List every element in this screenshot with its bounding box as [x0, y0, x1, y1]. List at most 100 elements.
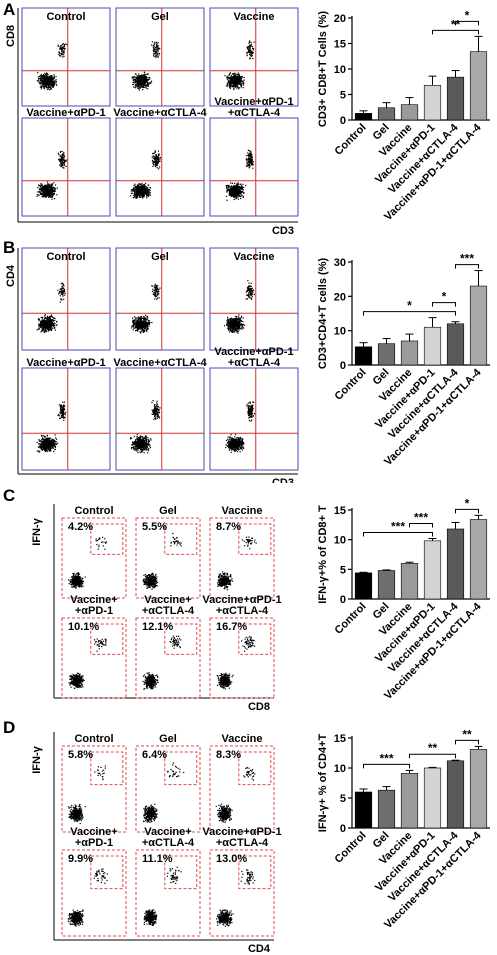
event-dot: [40, 325, 42, 327]
event-dot: [59, 292, 61, 294]
event-dot: [235, 320, 237, 322]
event-dot: [47, 193, 49, 195]
event-dot: [241, 186, 244, 189]
event-dot: [51, 82, 53, 84]
event-dot: [246, 47, 248, 49]
event-dot: [246, 55, 248, 57]
event-dot: [226, 188, 228, 190]
event-dot: [139, 319, 141, 321]
event-dot: [237, 78, 239, 80]
event-dot: [152, 165, 154, 167]
event-dot: [243, 79, 245, 81]
event-dot: [152, 288, 154, 290]
event-dot: [235, 184, 237, 186]
event-dot: [62, 291, 64, 293]
event-dot: [39, 440, 41, 442]
event-dot: [246, 159, 248, 162]
event-dot: [223, 325, 226, 327]
event-dot: [40, 183, 42, 185]
event-dot: [46, 185, 49, 187]
event-dot: [230, 190, 232, 192]
event-dot: [146, 315, 148, 318]
event-dot: [48, 82, 50, 84]
event-dot: [52, 320, 54, 322]
event-dot: [48, 322, 50, 324]
event-dot: [44, 195, 46, 197]
sample-title: Vaccine: [234, 251, 275, 263]
event-dot: [56, 320, 58, 323]
event-dot: [132, 320, 134, 322]
event-dot: [144, 314, 147, 316]
event-dot: [41, 196, 43, 198]
event-dot: [240, 186, 242, 188]
event-dot: [231, 186, 233, 188]
event-dot: [52, 442, 54, 444]
event-dot: [50, 439, 52, 442]
event-dot: [44, 442, 46, 444]
event-dot: [144, 76, 146, 79]
event-dot: [44, 190, 47, 192]
event-dot: [42, 80, 44, 83]
event-dot: [66, 43, 68, 46]
event-dot: [38, 77, 40, 79]
event-dot: [157, 164, 159, 166]
event-dot: [226, 199, 228, 201]
event-dot: [248, 51, 250, 53]
event-dot: [147, 327, 149, 329]
event-dot: [240, 195, 242, 198]
event-dot: [62, 42, 64, 45]
event-dot: [154, 50, 156, 52]
event-dot: [62, 157, 64, 159]
event-dot: [156, 45, 158, 47]
event-dot: [230, 191, 232, 193]
event-dot: [44, 327, 47, 329]
event-dot: [227, 81, 229, 83]
event-dot: [47, 327, 49, 329]
event-dot: [151, 321, 153, 324]
event-dot: [249, 154, 251, 156]
event-dot: [138, 318, 140, 320]
flow-plot: Vaccine: [209, 247, 299, 351]
event-dot: [239, 80, 242, 83]
event-dot: [228, 85, 230, 87]
event-dot: [140, 85, 142, 87]
event-dot: [50, 440, 52, 442]
event-dot: [232, 83, 235, 86]
event-dot: [131, 76, 134, 78]
event-dot: [234, 84, 237, 86]
event-dot: [157, 48, 159, 50]
event-dot: [41, 185, 44, 187]
event-dot: [236, 318, 238, 321]
event-dot: [142, 330, 145, 333]
event-dot: [60, 155, 62, 157]
event-dot: [252, 167, 254, 169]
event-dot: [45, 447, 47, 449]
event-dot: [136, 83, 138, 85]
event-dot: [236, 195, 238, 197]
event-dot: [47, 447, 49, 449]
event-dot: [45, 82, 47, 84]
event-dot: [54, 323, 56, 325]
event-dot: [144, 184, 146, 186]
event-dot: [240, 190, 242, 192]
event-dot: [247, 48, 249, 50]
event-dot: [42, 438, 44, 440]
event-dot: [51, 327, 53, 329]
event-dot: [143, 326, 145, 329]
event-dot: [49, 442, 51, 444]
event-dot: [41, 317, 43, 319]
event-dot: [229, 79, 231, 81]
y-tick-label: 5: [340, 90, 346, 102]
event-dot: [49, 188, 51, 190]
event-dot: [49, 450, 51, 452]
event-dot: [42, 84, 45, 86]
event-dot: [131, 325, 133, 327]
event-dot: [155, 165, 157, 168]
event-dot: [133, 184, 135, 186]
event-dot: [142, 89, 144, 91]
event-dot: [140, 185, 142, 188]
event-dot: [140, 315, 143, 318]
event-dot: [154, 48, 156, 51]
event-dot: [239, 76, 241, 78]
event-dot: [158, 156, 160, 158]
